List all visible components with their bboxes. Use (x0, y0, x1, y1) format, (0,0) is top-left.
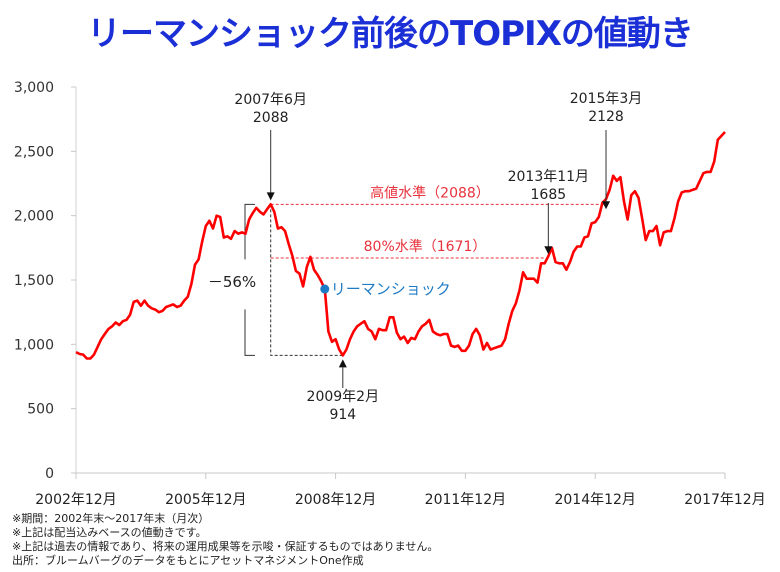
y-tick-label: 2,500 (14, 144, 54, 160)
topix-line (75, 131, 726, 360)
high-level-label: 高値水準（2088） (370, 184, 490, 201)
recover80-label-value: 1685 (531, 187, 567, 203)
x-tick-label: 2005年12月 (165, 492, 246, 508)
footnote: ※上記は配当込みベースの値動きです。 (12, 526, 207, 539)
trough-arrow-head (338, 359, 347, 368)
recover80-arrow-head (544, 246, 553, 255)
recover100-label-date: 2015年3月 (570, 91, 643, 107)
peak-label-date: 2007年6月 (234, 92, 307, 108)
peak-arrow-head (266, 192, 275, 201)
x-tick-label: 2014年12月 (554, 492, 635, 508)
trough-label-date: 2009年2月 (307, 389, 380, 405)
peak-label-value: 2088 (253, 110, 289, 126)
footnote: ※上記は過去の情報であり、将来の運用成果等を示唆・保証するものではありません。 (12, 540, 439, 553)
footnote: 出所：ブルームバーグのデータをもとにアセットマネジメントOne作成 (12, 554, 364, 567)
recover100-arrow-head (602, 201, 611, 210)
x-tick-label: 2008年12月 (295, 492, 376, 508)
y-tick-label: 500 (27, 402, 54, 418)
x-tick-label: 2011年12月 (425, 492, 506, 508)
footnotes: ※期間：2002年末～2017年末（月次） ※上記は配当込みベースの値動きです。… (12, 512, 438, 568)
lehman-label: リーマンショック (331, 280, 451, 298)
level80-label: 80%水準（1671） (364, 239, 487, 255)
y-tick-label: 1,000 (14, 337, 54, 353)
trough-label-value: 914 (329, 407, 356, 423)
y-tick-label: 3,000 (14, 80, 54, 96)
drawdown-label: －56% (208, 273, 256, 291)
recover100-label-value: 2128 (588, 109, 624, 125)
chart-title: リーマンショック前後のTOPIXの値動き (87, 14, 694, 54)
y-tick-label: 1,500 (14, 273, 54, 289)
recover80-label-date: 2013年11月 (508, 169, 589, 185)
lehman-marker (320, 284, 330, 294)
drawdown-guide (270, 204, 343, 356)
footnote: ※期間：2002年末～2017年末（月次） (12, 512, 210, 525)
y-tick-label: 2,000 (14, 209, 54, 225)
x-tick-label: 2002年12月 (35, 492, 116, 508)
x-tick-label: 2017年12月 (684, 492, 765, 508)
drawdown-bracket (244, 203, 255, 356)
y-tick-label: 0 (45, 466, 54, 482)
